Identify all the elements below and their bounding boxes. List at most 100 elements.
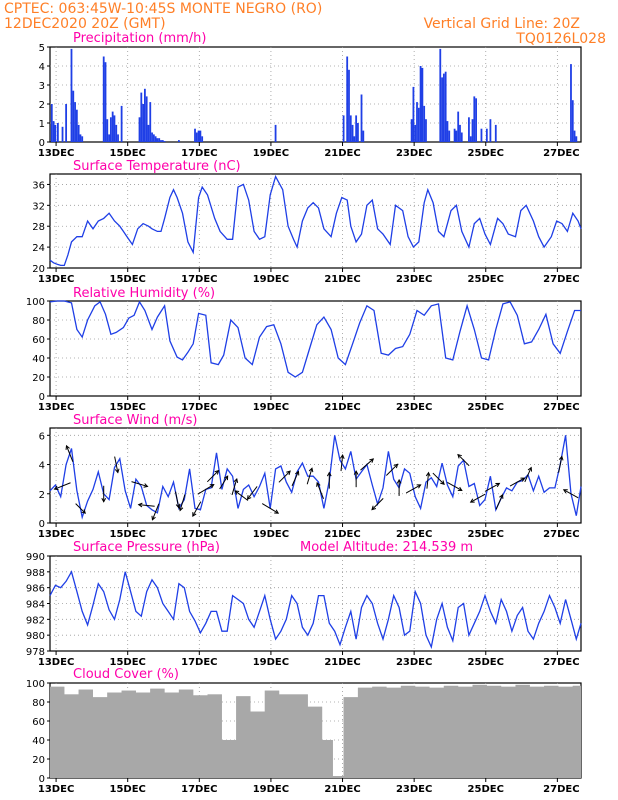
wind-arrow-head [326, 471, 332, 477]
x-tick-label: 25DEC [468, 274, 504, 285]
precip-bar [421, 67, 424, 142]
precip-bar [70, 48, 73, 142]
y-tick-label: 60 [32, 717, 45, 728]
precip-bar [575, 136, 578, 142]
x-tick-label: 19DEC [253, 529, 289, 540]
precip-bar [197, 130, 200, 142]
wind-arrow [261, 503, 279, 514]
y-tick-label: 0 [39, 392, 45, 403]
wind-arrow-head [175, 503, 181, 509]
y-tick-label: 978 [26, 647, 45, 658]
wind-arrow-head [316, 481, 321, 487]
precip-bar [459, 124, 461, 142]
y-tick-label: 0 [39, 519, 45, 530]
wind-arrow-head [223, 475, 229, 481]
x-tick-label: 21DEC [324, 148, 360, 159]
wind-arrow [426, 472, 430, 489]
precip-bar [75, 109, 78, 142]
wind-arrow-head [353, 470, 359, 475]
cloud-bar [107, 692, 122, 778]
precip-bar [81, 136, 84, 142]
precip-bar [473, 96, 476, 142]
wind-arrow-head [371, 505, 377, 511]
precip-bar [195, 132, 198, 142]
x-tick-label: 27DEC [543, 148, 579, 159]
wind-arrow-head [558, 455, 564, 461]
x-tick-label: 25DEC [468, 784, 504, 795]
precip-bar [50, 104, 53, 142]
precip-bar [442, 73, 445, 142]
wind-arrow-head [137, 502, 143, 508]
wind-arrow-head [469, 498, 475, 503]
precip-bar [111, 111, 114, 142]
wind-arrow-head [209, 484, 215, 489]
y-tick-label: 40 [32, 354, 45, 365]
precip-bar [154, 136, 157, 142]
wind-arrow [278, 470, 291, 483]
cloud-bar [386, 687, 401, 778]
x-tick-label: 21DEC [324, 657, 360, 668]
x-tick-label: 21DEC [324, 529, 360, 540]
precip-bar [414, 124, 417, 142]
wind-arrow [405, 484, 421, 494]
precip-bar [108, 134, 110, 142]
precip-bar [158, 138, 161, 142]
cloud-bar [121, 690, 136, 778]
precip-bar [140, 92, 143, 142]
panel-title: Relative Humidity (%) [73, 286, 215, 301]
y-tick-label: 36 [32, 180, 45, 191]
cloud-bar [221, 740, 237, 778]
x-tick-label: 13DEC [38, 148, 74, 159]
wind-arrow [66, 445, 74, 463]
wind-arrow-head [425, 471, 431, 477]
y-tick-label: 2 [39, 490, 45, 501]
precip-bar [571, 100, 574, 142]
precip-bar [109, 117, 112, 142]
y-tick-label: 20 [32, 264, 45, 275]
wind-arrow [457, 454, 470, 467]
precip-bar [348, 69, 350, 142]
cloud-bar [372, 686, 387, 778]
x-tick-label: 27DEC [543, 274, 579, 285]
x-tick-label: 25DEC [468, 148, 504, 159]
y-tick-label: 24 [32, 243, 45, 254]
wind-arrow [234, 490, 249, 501]
x-tick-label: 15DEC [110, 657, 146, 668]
wind-arrow [316, 482, 324, 500]
wind-arrow [219, 475, 229, 490]
wind-arrow [484, 482, 500, 492]
precip-bar [351, 124, 354, 142]
panel-title: Surface Temperature (nC) [73, 159, 241, 174]
x-tick-label: 27DEC [543, 784, 579, 795]
wind-arrow-head [499, 493, 504, 499]
wind-arrow-head [286, 470, 291, 476]
precip-bar [199, 130, 202, 142]
precip-bar [448, 130, 451, 142]
y-tick-label: 980 [26, 631, 45, 642]
y-tick-label: 100 [26, 679, 45, 690]
x-tick-label: 19DEC [253, 657, 289, 668]
precip-bar [410, 119, 413, 142]
panel-title: Surface Pressure (hPa) [73, 540, 220, 555]
wind-arrow-head [233, 477, 239, 483]
y-tick-label: 0 [39, 138, 45, 149]
wind-arrow-head [393, 463, 399, 469]
precip-bar [178, 140, 180, 142]
precip-bar [151, 132, 153, 142]
panel-title: Cloud Cover (%) [73, 667, 179, 682]
precip-bar [143, 88, 146, 142]
plot-frame [49, 300, 582, 397]
wind-arrow [495, 494, 504, 510]
wind-arrow [114, 456, 119, 473]
precip-bar [138, 117, 141, 142]
x-tick-label: 15DEC [110, 274, 146, 285]
precip-bar [349, 115, 352, 142]
cloud-bar [529, 686, 545, 778]
y-tick-label: 80 [32, 316, 45, 327]
header-station: CPTEC: 063:45W-10:45S MONTE NEGRO (RO) [4, 1, 322, 17]
precip-bar [444, 71, 447, 142]
cloud-bar [501, 686, 516, 778]
wind-arrow-head [81, 509, 86, 514]
wind-arrow [247, 486, 258, 500]
y-tick-label: 0 [39, 774, 45, 785]
